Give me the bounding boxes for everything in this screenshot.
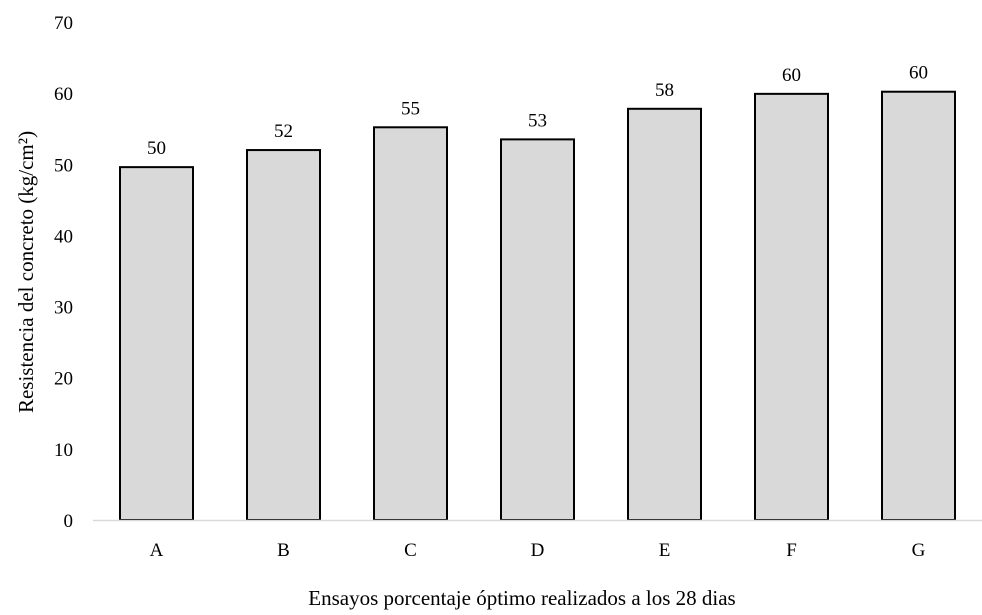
- x-tick-label: C: [404, 540, 417, 561]
- x-axis-ticks: A B C D E F G: [150, 540, 926, 561]
- y-tick-label: 0: [64, 511, 74, 532]
- y-tick-label: 30: [54, 298, 73, 319]
- y-tick-label: 50: [54, 155, 73, 176]
- x-tick-label: F: [786, 540, 797, 561]
- data-label: 60: [782, 65, 801, 86]
- y-axis-title: Resistencia del concreto (kg/cm²): [14, 131, 38, 413]
- x-axis-title: Ensayos porcentaje óptimo realizados a l…: [308, 586, 735, 610]
- x-tick-label: E: [659, 540, 671, 561]
- bar-c: [373, 126, 448, 521]
- data-label: 52: [274, 121, 293, 142]
- y-tick-label: 10: [54, 440, 73, 461]
- y-axis-ticks: 0 10 20 30 40 50 60 70: [54, 13, 73, 532]
- bar-a: [119, 166, 194, 521]
- data-label: 50: [147, 138, 166, 159]
- y-tick-label: 60: [54, 84, 73, 105]
- y-tick-label: 70: [54, 13, 73, 34]
- data-label: 58: [655, 80, 674, 101]
- bar-g: [881, 90, 956, 521]
- y-tick-label: 40: [54, 226, 73, 247]
- bar-b: [246, 149, 321, 522]
- bar-f: [754, 92, 829, 522]
- bar-d: [500, 138, 575, 521]
- x-tick-label: D: [531, 540, 545, 561]
- x-tick-label: G: [912, 540, 926, 561]
- data-labels: 50 52 55 53 58 60 60: [147, 63, 928, 159]
- y-tick-label: 20: [54, 369, 73, 390]
- x-tick-label: A: [150, 540, 164, 561]
- bar-e: [627, 107, 702, 522]
- x-tick-label: B: [277, 540, 290, 561]
- bar-series: [119, 90, 956, 522]
- data-label: 60: [909, 63, 928, 84]
- data-label: 55: [401, 98, 420, 119]
- data-label: 53: [528, 110, 547, 131]
